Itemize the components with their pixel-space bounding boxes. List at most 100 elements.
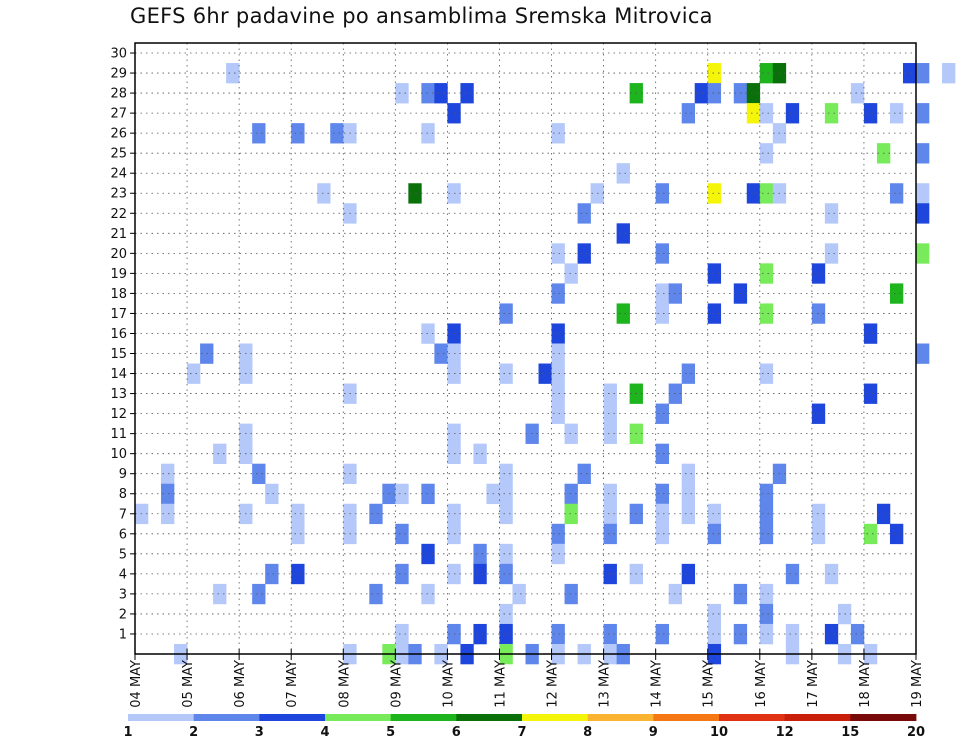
heatmap-cell (916, 183, 930, 204)
heatmap-cell (551, 363, 565, 384)
y-tick-label: 29 (110, 67, 127, 82)
heatmap-cell (538, 363, 552, 384)
colorbar-swatch (653, 714, 720, 721)
y-tick-label: 28 (110, 87, 127, 102)
y-tick-label: 19 (110, 267, 127, 282)
heatmap-cell (551, 343, 565, 364)
heatmap-cell (811, 263, 826, 284)
colorbar-swatch (325, 714, 392, 721)
heatmap-cell (408, 183, 422, 204)
heatmap-cell (824, 243, 839, 264)
heatmap-cell (746, 183, 761, 204)
y-tick-label: 16 (110, 327, 127, 342)
y-tick-label: 4 (119, 567, 127, 582)
heatmap-cell (824, 563, 839, 585)
colorbar-tick-label: 20 (907, 725, 925, 740)
heatmap-cell (681, 463, 696, 485)
heatmap-cell (564, 483, 578, 505)
heatmap-cell (551, 243, 565, 264)
heatmap-cell (213, 583, 227, 605)
heatmap-cell (252, 123, 266, 144)
y-tick-label: 17 (110, 307, 127, 322)
heatmap-cell (291, 503, 305, 525)
heatmap-cell (551, 283, 565, 304)
heatmap-cell (603, 503, 617, 525)
heatmap-cell (564, 583, 578, 605)
heatmap-cell (863, 523, 878, 545)
heatmap-cell (603, 563, 617, 585)
heatmap-cell (785, 563, 800, 585)
y-tick-label: 23 (110, 187, 127, 202)
heatmap-cell (759, 523, 774, 545)
heatmap-cell (759, 603, 774, 625)
heatmap-cell (226, 63, 240, 84)
y-tick-label: 12 (110, 407, 127, 422)
colorbar-tick-label: 10 (710, 725, 728, 740)
colorbar-tick-label: 4 (320, 725, 329, 740)
y-tick-label: 27 (110, 107, 127, 122)
heatmap-cell (759, 303, 774, 324)
heatmap-cell (603, 483, 617, 505)
heatmap-cell (759, 183, 774, 204)
colorbar-tick-label: 2 (189, 725, 198, 740)
heatmap-cell (616, 303, 630, 324)
heatmap-cell (811, 403, 826, 424)
heatmap-cell (369, 583, 383, 605)
colorbar (128, 714, 917, 721)
colorbar-tick-label: 15 (841, 725, 859, 740)
heatmap-cell (330, 123, 344, 144)
heatmap-cell (603, 383, 617, 404)
heatmap-cell (291, 563, 305, 585)
plot-frame (134, 42, 917, 655)
heatmap-cell (603, 423, 617, 444)
heatmap-cell (603, 523, 617, 545)
heatmap-cell (916, 343, 930, 364)
heatmap-cell (811, 503, 826, 525)
heatmap-cell (317, 183, 331, 204)
heatmap-cell (499, 483, 513, 505)
heatmap-cell (551, 123, 565, 144)
heatmap-cell (681, 503, 696, 525)
y-tick-label: 8 (119, 487, 127, 502)
y-tick-label: 1 (119, 627, 127, 642)
heatmap-cell (499, 363, 513, 384)
heatmap-cell (655, 523, 669, 545)
heatmap-cell (759, 623, 774, 645)
heatmap-cell (603, 403, 617, 424)
heatmap-cell (564, 423, 578, 444)
heatmap-cell (473, 543, 487, 565)
y-tick-label: 15 (110, 347, 127, 362)
heatmap-cell (655, 243, 669, 264)
x-tick-label: 14 MAY (650, 660, 665, 708)
heatmap-cell (395, 83, 409, 104)
colorbar-tick-label: 5 (386, 725, 395, 740)
heatmap-cell (460, 83, 474, 104)
heatmap-cell (902, 63, 917, 84)
y-tick-label: 25 (110, 147, 127, 162)
heatmap-cell (499, 623, 513, 645)
heatmap-cell (616, 223, 630, 244)
heatmap-cell (265, 563, 279, 585)
heatmap-cell (551, 403, 565, 424)
heatmap-cell (564, 503, 578, 525)
y-tick-label: 26 (110, 127, 127, 142)
heatmap-cell (499, 543, 513, 565)
heatmap-cell (707, 623, 722, 645)
heatmap-cell (707, 303, 722, 324)
heatmap-cells (135, 63, 956, 665)
colorbar-swatch (587, 714, 654, 721)
heatmap-cell (161, 503, 175, 525)
heatmap-cell (655, 443, 669, 464)
heatmap-cell (577, 203, 591, 224)
heatmap-cell (655, 503, 669, 525)
y-tick-label: 18 (110, 287, 127, 302)
y-tick-label: 24 (110, 167, 127, 182)
y-tick-label: 2 (119, 607, 127, 622)
heatmap-cell (655, 623, 669, 645)
heatmap-cell (759, 483, 774, 505)
heatmap-cell (421, 123, 435, 144)
heatmap-cell (577, 463, 591, 485)
y-tick-label: 3 (119, 587, 127, 602)
heatmap-cell (707, 603, 722, 625)
